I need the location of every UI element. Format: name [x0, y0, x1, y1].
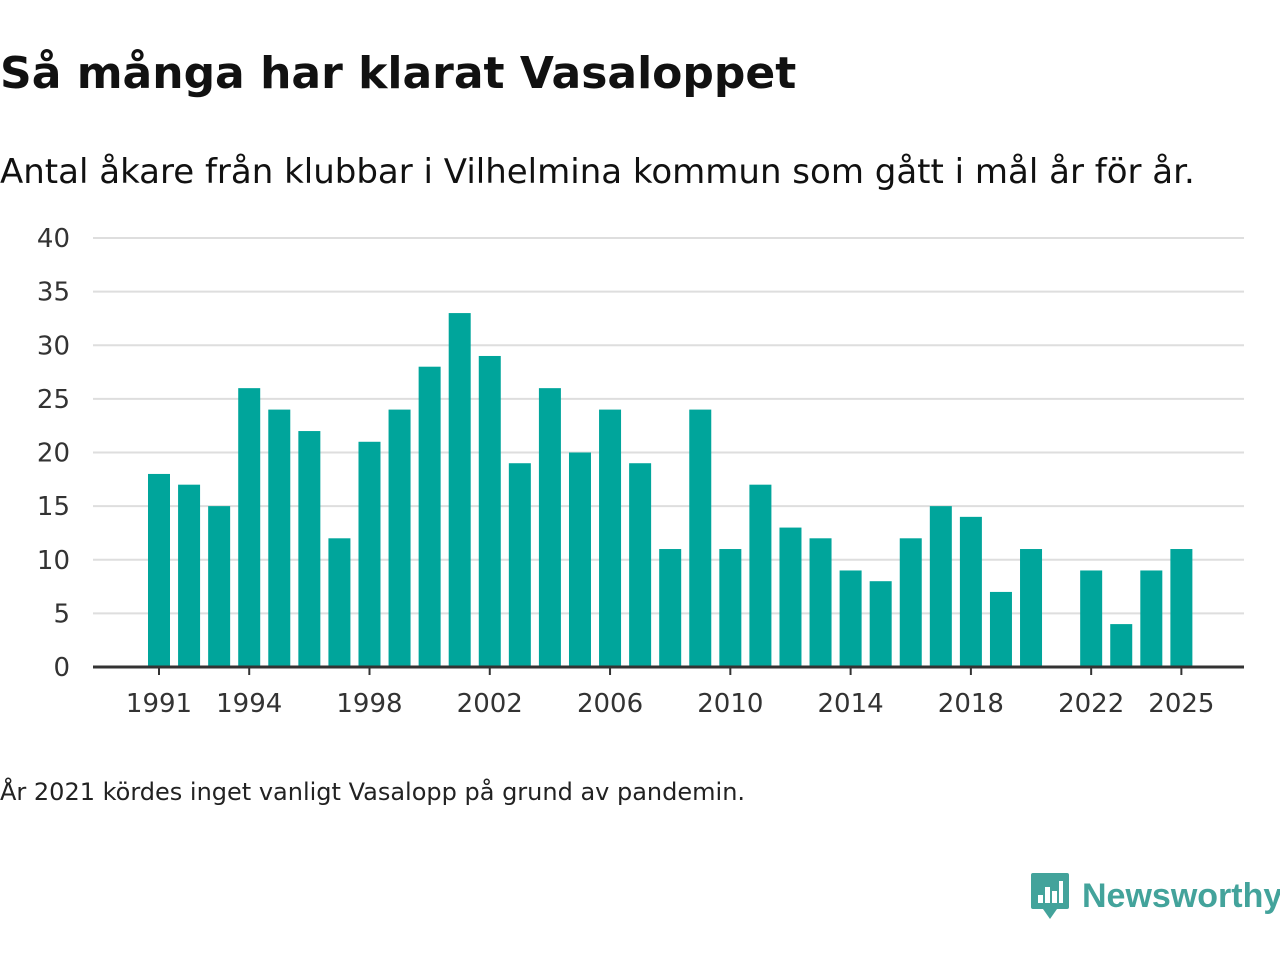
x-tick-label: 2014: [818, 689, 884, 719]
brand: Newsworthy: [1030, 870, 1280, 922]
bar-2018: [959, 516, 982, 667]
bar-2016: [899, 538, 922, 667]
brand-name: Newsworthy: [1082, 876, 1280, 915]
bar-1995: [268, 409, 291, 667]
bar-1999: [388, 409, 411, 667]
bar-2020: [1020, 549, 1043, 667]
bar-1997: [328, 538, 351, 667]
bar-2000: [418, 366, 441, 667]
bar-1994: [238, 388, 261, 667]
x-tick-label: 1998: [336, 689, 402, 719]
bar-2017: [929, 506, 952, 667]
bar-1991: [148, 473, 170, 667]
x-tick-label: 1994: [216, 689, 282, 719]
x-axis: 1991 1994 1998 2002 2006 2010 2014 2018 2022 2025: [126, 667, 1214, 719]
bar-2007: [629, 463, 652, 667]
bar-2005: [568, 452, 591, 667]
y-tick-label: 35: [37, 278, 70, 308]
bar-2012: [779, 527, 802, 667]
y-tick-label: 5: [53, 599, 70, 629]
bar-2013: [809, 538, 832, 667]
bar-1996: [298, 431, 321, 667]
bar-2003: [508, 463, 531, 667]
bar-2009: [689, 409, 712, 667]
bar-2008: [659, 549, 682, 667]
x-tick-label: 2018: [938, 689, 1004, 719]
bar-2002: [478, 355, 501, 667]
footnote: År 2021 kördes inget vanligt Vasalopp på…: [0, 778, 746, 806]
bar-1992: [178, 484, 201, 667]
bars: [148, 313, 1193, 667]
bar-2023: [1110, 624, 1133, 667]
bar-2010: [719, 549, 742, 667]
bar-2024: [1140, 570, 1163, 667]
bar-2025: [1170, 549, 1193, 667]
y-tick-label: 30: [37, 331, 70, 361]
y-tick-label: 20: [37, 439, 70, 469]
chart-title: Så många har klarat Vasaloppet: [0, 48, 797, 99]
x-tick-label: 2022: [1058, 689, 1124, 719]
bar-2004: [538, 388, 561, 667]
y-tick-label: 40: [37, 224, 70, 254]
y-tick-label: 0: [53, 653, 70, 683]
x-tick-label: 2002: [457, 689, 523, 719]
bar-2014: [839, 570, 862, 667]
y-tick-label: 10: [37, 546, 70, 576]
bar-1993: [208, 506, 231, 667]
bar-2019: [989, 591, 1012, 667]
chart-subtitle: Antal åkare från klubbar i Vilhelmina ko…: [0, 152, 1195, 192]
x-tick-label: 2010: [697, 689, 763, 719]
bar-2011: [749, 484, 772, 667]
bar-2006: [599, 409, 622, 667]
x-tick-label: 2006: [577, 689, 643, 719]
bar-2015: [869, 581, 892, 667]
newsworthy-logo-icon: [1031, 873, 1069, 919]
y-tick-label: 15: [37, 492, 70, 522]
x-tick-label: 1991: [126, 689, 192, 719]
x-tick-label: 2025: [1148, 689, 1214, 719]
y-tick-label: 25: [37, 385, 70, 415]
y-axis: 0 5 10 15 20 25 30 35 40: [37, 224, 70, 683]
bar-2022: [1080, 570, 1103, 667]
bar-2001: [448, 313, 471, 667]
bar-1998: [358, 441, 381, 667]
